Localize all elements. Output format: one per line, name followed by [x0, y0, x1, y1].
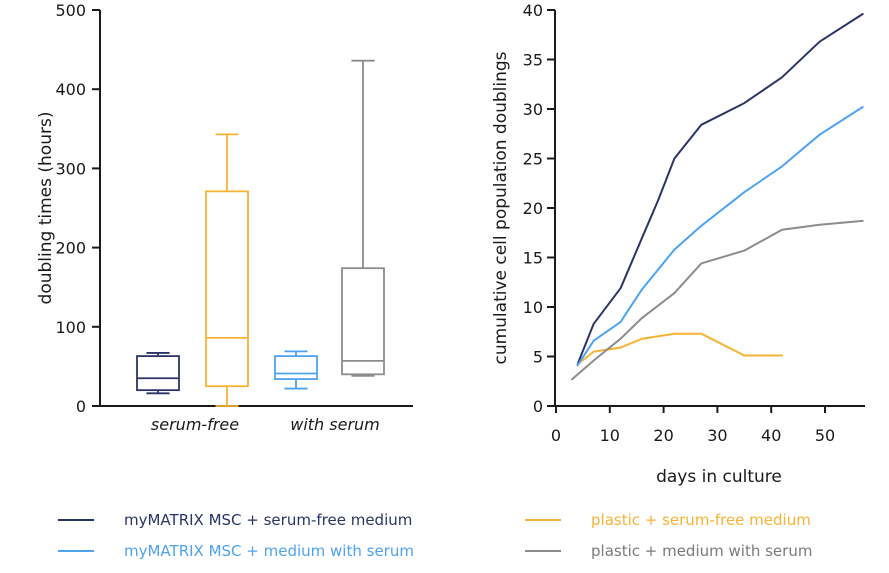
legend-swatch: [58, 550, 94, 552]
x-tick-label: 30: [707, 426, 727, 445]
box-iqr: [341, 267, 385, 376]
y-tick-label: 200: [55, 239, 86, 258]
y-tick-label: 100: [55, 318, 86, 337]
box-iqr: [136, 355, 180, 392]
y-tick-label: 500: [55, 1, 86, 20]
y-tick-label: 300: [55, 159, 86, 178]
x-tick-label: 10: [600, 426, 620, 445]
y-tick-label: 20: [523, 199, 543, 218]
series-line-3: [571, 219, 864, 381]
legend-item: plastic + medium with serum: [525, 540, 812, 562]
legend-label: plastic + medium with serum: [591, 542, 813, 560]
x-axis-label: days in culture: [656, 467, 782, 487]
y-axis-label: cumulative cell population doublings: [491, 51, 511, 364]
legend-label: myMATRIX MSC + serum-free medium: [124, 511, 413, 529]
box-with-serum-2: [274, 350, 318, 390]
box-iqr: [205, 190, 249, 388]
x-category-label: with serum: [290, 415, 380, 434]
legend-item: plastic + serum-free medium: [525, 509, 811, 531]
box-serum-free-0: [136, 352, 180, 395]
legend-item: myMATRIX MSC + medium with serum: [58, 540, 414, 562]
line-chart: 0 5 10 15 20 25 30 35 40 0 10 20 30 40 50 days in cultu…: [491, 1, 865, 487]
y-tick-label: 0: [533, 397, 543, 416]
legend-swatch: [525, 519, 561, 521]
y-tick-label: 35: [523, 51, 543, 70]
legend-swatch: [58, 519, 94, 521]
y-axis-label: doubling times (hours): [36, 112, 56, 305]
x-category-label: serum-free: [151, 415, 239, 434]
y-tick-label: 25: [523, 150, 543, 169]
series-line-1: [576, 332, 783, 366]
y-tick-label: 30: [523, 100, 543, 119]
box-plot-chart: 0 100 200 300 400 500 serum-free with serum doub…: [36, 1, 413, 434]
box-serum-free-1: [205, 133, 249, 407]
x-tick-label: 40: [761, 426, 781, 445]
x-tick-label: 0: [551, 426, 561, 445]
legend-swatch: [525, 550, 561, 552]
legend-item: myMATRIX MSC + serum-free medium: [58, 509, 412, 531]
y-tick-label: 5: [533, 348, 543, 367]
legend-label: plastic + serum-free medium: [591, 511, 811, 529]
y-tick-label: 0: [76, 397, 86, 416]
legend-label: myMATRIX MSC + medium with serum: [124, 542, 414, 560]
x-tick-label: 50: [815, 426, 835, 445]
legend: myMATRIX MSC + serum-free medium plastic …: [0, 500, 889, 573]
box-iqr: [274, 355, 318, 380]
y-tick-label: 400: [55, 80, 86, 99]
x-tick-label: 20: [653, 426, 673, 445]
series-line-0: [576, 13, 864, 366]
series-line-2: [576, 106, 864, 367]
y-tick-label: 40: [523, 1, 543, 20]
y-tick-label: 15: [523, 249, 543, 268]
y-tick-label: 10: [523, 298, 543, 317]
box-with-serum-3: [341, 59, 385, 377]
